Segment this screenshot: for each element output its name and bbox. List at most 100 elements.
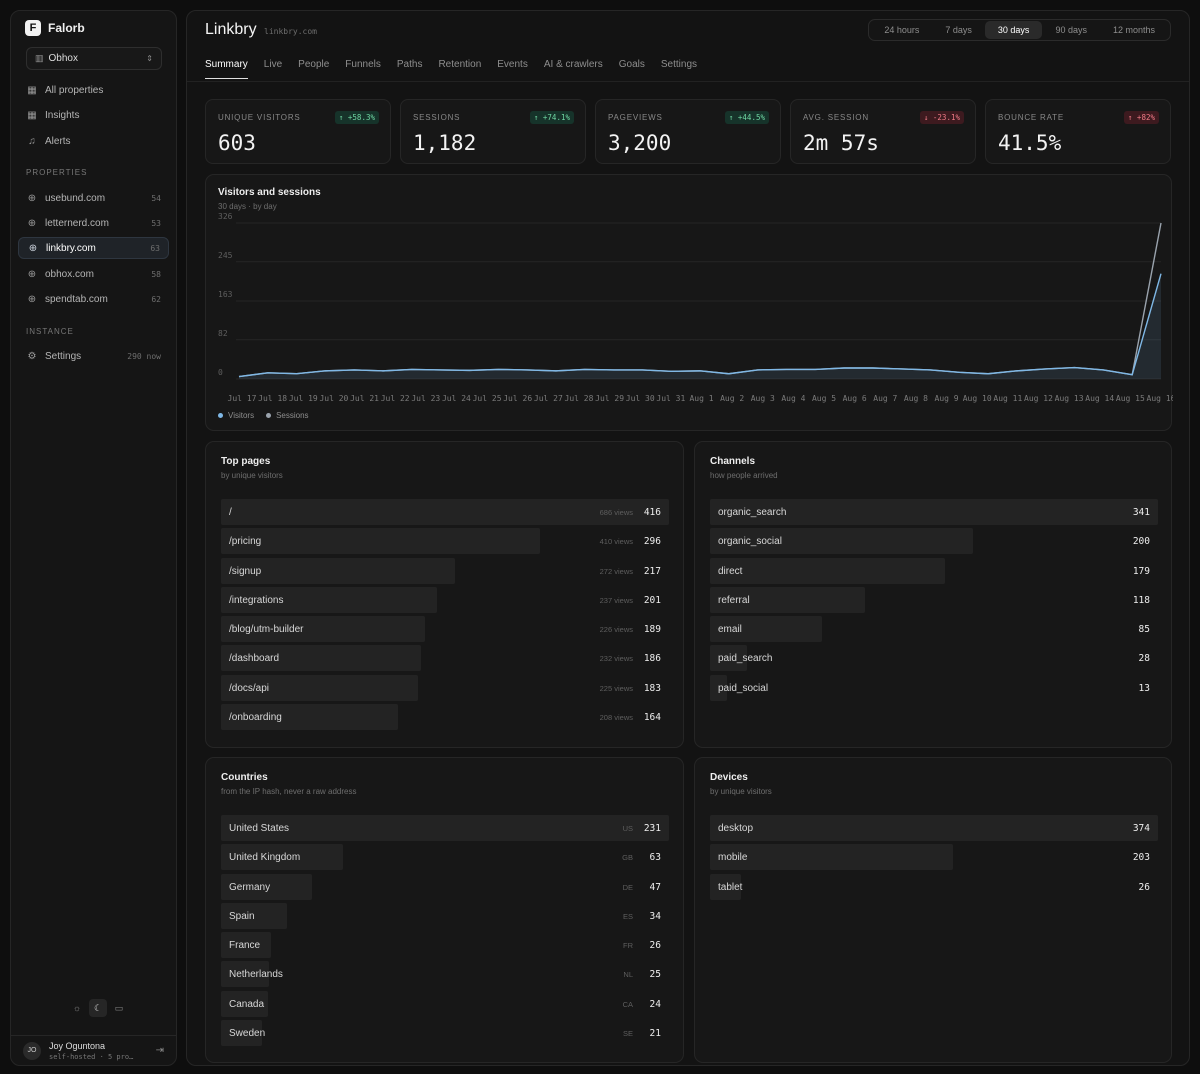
row-aux: GB — [622, 853, 633, 863]
property-usebund[interactable]: ⊕ usebund.com 54 — [18, 187, 169, 209]
row-value: 34 — [649, 910, 661, 922]
row-value: 21 — [649, 1028, 661, 1040]
range-24-hours[interactable]: 24 hours — [884, 25, 920, 35]
list-row[interactable]: mobile 203 — [710, 844, 1158, 871]
tab-settings[interactable]: Settings — [660, 59, 698, 70]
list-row[interactable]: organic_social 200 — [710, 528, 1158, 555]
moon-icon[interactable]: ☾ — [89, 999, 107, 1017]
tab-live[interactable]: Live — [263, 59, 283, 70]
list-row[interactable]: /integrations 237 views 201 — [221, 586, 669, 613]
row-value: 25 — [649, 969, 661, 981]
globe-icon: ⊕ — [27, 293, 37, 305]
logout-icon[interactable]: ⇥ — [155, 1045, 164, 1056]
list-row[interactable]: direct 179 — [710, 557, 1158, 584]
list-row[interactable]: referral 118 — [710, 586, 1158, 613]
row-bar — [221, 873, 313, 900]
row-aux: 208 views — [599, 713, 633, 723]
card-title: Countries — [221, 772, 268, 783]
kpi-pageviews: PAGEVIEWS ↑ +44.5% 3,200 — [595, 99, 781, 164]
list-row[interactable]: United States US 231 — [221, 815, 669, 841]
x-tick-label: Aug 16 — [1147, 394, 1173, 403]
globe-icon: ⊕ — [27, 268, 37, 280]
row-aux: 225 views — [599, 683, 633, 693]
nav-insights[interactable]: ▦ Insights — [18, 104, 169, 126]
row-bar — [710, 815, 1158, 841]
nav-label: Settings — [45, 350, 82, 362]
tab-events[interactable]: Events — [497, 59, 528, 70]
list-row[interactable]: / 686 views 416 — [221, 499, 669, 525]
range-7-days[interactable]: 7 days — [945, 25, 972, 35]
list-row[interactable]: Canada CA 24 — [221, 990, 669, 1017]
date-range-selector: 24 hours 7 days 30 days 90 days 12 month… — [868, 19, 1171, 41]
range-30-days[interactable]: 30 days — [984, 21, 1043, 39]
x-tick-label: Jul 29 — [595, 394, 624, 403]
sessions-line — [238, 222, 1162, 378]
tab-summary[interactable]: Summary — [205, 59, 248, 79]
card-title: Devices — [710, 772, 748, 783]
visitors-line — [238, 273, 1162, 378]
list-row[interactable]: Germany DE 47 — [221, 873, 669, 900]
workspace-select[interactable]: ▥ Obhox ⇕ — [26, 47, 162, 70]
kpi-label: BOUNCE RATE — [998, 113, 1064, 122]
list-row[interactable]: France FR 26 — [221, 932, 669, 959]
list-row[interactable]: paid_social 13 — [710, 674, 1158, 701]
list-row[interactable]: /onboarding 208 views 164 — [221, 704, 669, 731]
list-row[interactable]: tablet 26 — [710, 873, 1158, 900]
row-value: 296 — [643, 536, 661, 548]
list-row[interactable]: /signup 272 views 217 — [221, 557, 669, 584]
list-row[interactable]: United Kingdom GB 63 — [221, 844, 669, 871]
grid-icon: ▦ — [27, 84, 37, 96]
property-linkbry[interactable]: ⊕ linkbry.com 63 — [18, 237, 169, 259]
brand-name: Falorb — [48, 21, 85, 35]
row-bar — [221, 704, 398, 731]
row-aux: 272 views — [599, 566, 633, 576]
row-bar — [710, 528, 973, 555]
row-value: 28 — [1138, 653, 1150, 665]
kpi-value: 1,182 — [413, 131, 477, 155]
avatar: JO — [23, 1041, 41, 1060]
row-label: paid_social — [718, 682, 769, 694]
property-letternerd[interactable]: ⊕ letternerd.com 53 — [18, 212, 169, 234]
list-row[interactable]: paid_search 28 — [710, 645, 1158, 672]
tab-retention[interactable]: Retention — [438, 59, 482, 70]
x-tick-label: Jul 22 — [381, 394, 410, 403]
user-box[interactable]: JO Joy Oguntona self-hosted · 5 pro… ⇥ — [11, 1035, 176, 1065]
tab-paths[interactable]: Paths — [396, 59, 423, 70]
nav-all-properties[interactable]: ▦ All properties — [18, 79, 169, 101]
row-label: /onboarding — [229, 712, 282, 724]
sun-icon[interactable]: ☼ — [72, 1003, 82, 1013]
list-row[interactable]: email 85 — [710, 616, 1158, 643]
x-tick-label: Jul 25 — [473, 394, 502, 403]
list-row[interactable]: desktop 374 — [710, 815, 1158, 841]
list-row[interactable]: Spain ES 34 — [221, 902, 669, 929]
y-tick-label: 326 — [218, 212, 233, 221]
row-bar — [221, 528, 540, 555]
monitor-icon[interactable]: ▭ — [114, 1002, 124, 1013]
y-tick-label: 82 — [218, 329, 228, 338]
kpi-delta: ↓ -23.1% — [919, 111, 964, 124]
range-12-months[interactable]: 12 months — [1112, 25, 1155, 35]
row-bar — [710, 645, 747, 672]
kpi-value: 3,200 — [608, 131, 672, 155]
row-value: 164 — [643, 712, 661, 724]
list-row[interactable]: Netherlands NL 25 — [221, 961, 669, 988]
list-row[interactable]: organic_search 341 — [710, 499, 1158, 525]
tab-funnels[interactable]: Funnels — [345, 59, 381, 70]
tab-people[interactable]: People — [298, 59, 330, 70]
list-row[interactable]: /blog/utm-builder 226 views 189 — [221, 616, 669, 643]
property-spendtab[interactable]: ⊕ spendtab.com 62 — [18, 288, 169, 310]
kpi-value: 41.5% — [998, 131, 1062, 155]
list-row[interactable]: Sweden SE 21 — [221, 1020, 669, 1047]
tab-ai-crawlers[interactable]: AI & crawlers — [543, 59, 603, 70]
range-90-days[interactable]: 90 days — [1055, 25, 1087, 35]
brand[interactable]: F Falorb — [25, 20, 85, 36]
tab-goals[interactable]: Goals — [618, 59, 645, 70]
row-value: 374 — [1132, 823, 1150, 834]
list-row[interactable]: /docs/api 225 views 183 — [221, 674, 669, 701]
nav-settings[interactable]: ⚙ Settings 290 now — [18, 345, 169, 367]
property-obhox[interactable]: ⊕ obhox.com 58 — [18, 263, 169, 285]
list-row[interactable]: /pricing 410 views 296 — [221, 528, 669, 555]
nav-alerts[interactable]: ♫ Alerts — [18, 130, 169, 152]
list-row[interactable]: /dashboard 232 views 186 — [221, 645, 669, 672]
row-label: mobile — [718, 852, 748, 864]
